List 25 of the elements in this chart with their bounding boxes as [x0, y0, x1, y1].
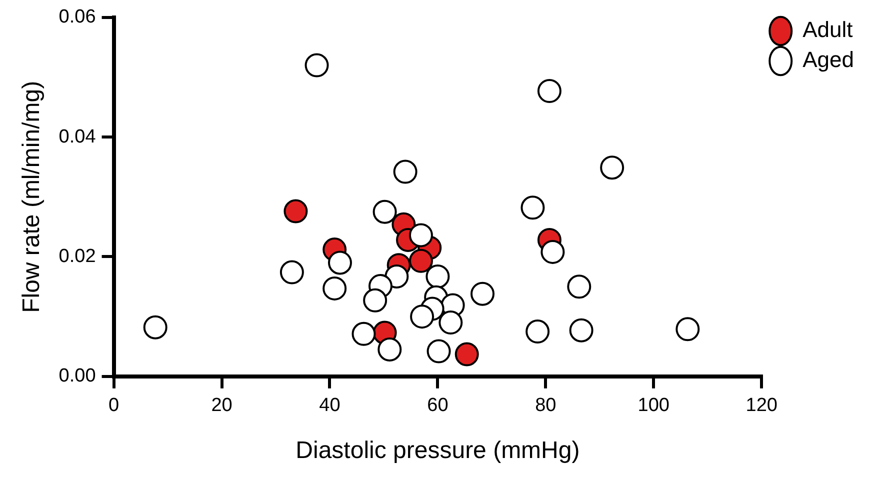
x-tick-label: 40 [319, 395, 340, 416]
x-tick-label: 80 [535, 395, 556, 416]
x-tick-label: 100 [638, 395, 670, 416]
y-axis-title: Flow rate (ml/min/mg) [18, 80, 46, 313]
x-axis-title: Diastolic pressure (mmHg) [296, 437, 580, 464]
legend-label: Aged [802, 47, 854, 72]
y-tick-label: 0.06 [58, 6, 96, 28]
x-tick-label: 0 [108, 395, 120, 416]
y-tick-label: 0.02 [58, 246, 96, 267]
point [540, 240, 565, 264]
point [408, 223, 433, 248]
point [328, 250, 352, 275]
point [363, 288, 388, 312]
point [284, 199, 308, 224]
point [408, 248, 433, 273]
y-tick-label: 0.00 [58, 366, 96, 387]
x-tick-label: 60 [427, 395, 448, 416]
point [378, 337, 402, 362]
x-tick-label: 120 [746, 395, 778, 416]
point [410, 304, 434, 329]
x-tick-label: 20 [211, 395, 232, 416]
y-tick-label: 0.04 [58, 126, 96, 148]
point [454, 342, 479, 366]
point [438, 310, 463, 335]
legend-label: Adult [802, 17, 853, 42]
